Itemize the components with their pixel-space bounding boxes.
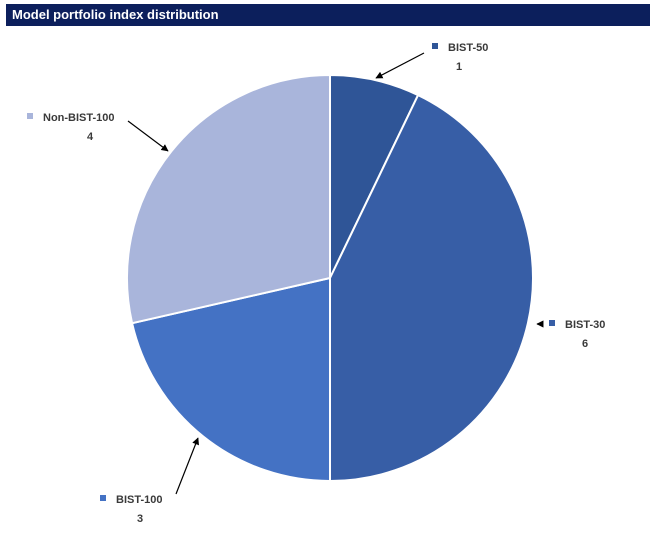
leader-line-bist-100 (175, 437, 199, 495)
leader-line-bist-50 (375, 52, 425, 79)
label-marker-bist-50 (432, 43, 438, 49)
label-marker-non-bist-100 (27, 113, 33, 119)
label-marker-bist-30 (549, 320, 555, 326)
pie-slice-bist-30 (329, 93, 534, 483)
data-label-name-bist-30: BIST-30 (565, 319, 605, 331)
chart-title: Model portfolio index distribution (6, 4, 650, 26)
pie-slice-bist-100 (130, 276, 331, 483)
data-label-value-non-bist-100: 4 (87, 131, 94, 143)
leader-line-non-bist-100 (127, 120, 169, 152)
data-label-value-bist-100: 3 (137, 513, 143, 525)
data-label-name-non-bist-100: Non-BIST-100 (43, 112, 115, 124)
pie-slice-non-bist-100 (126, 73, 331, 325)
data-label-value-bist-30: 6 (582, 338, 588, 350)
data-label-value-bist-50: 1 (456, 61, 462, 73)
data-label-name-bist-50: BIST-50 (448, 42, 488, 54)
label-marker-bist-100 (100, 495, 106, 501)
data-label-name-bist-100: BIST-100 (116, 494, 162, 506)
